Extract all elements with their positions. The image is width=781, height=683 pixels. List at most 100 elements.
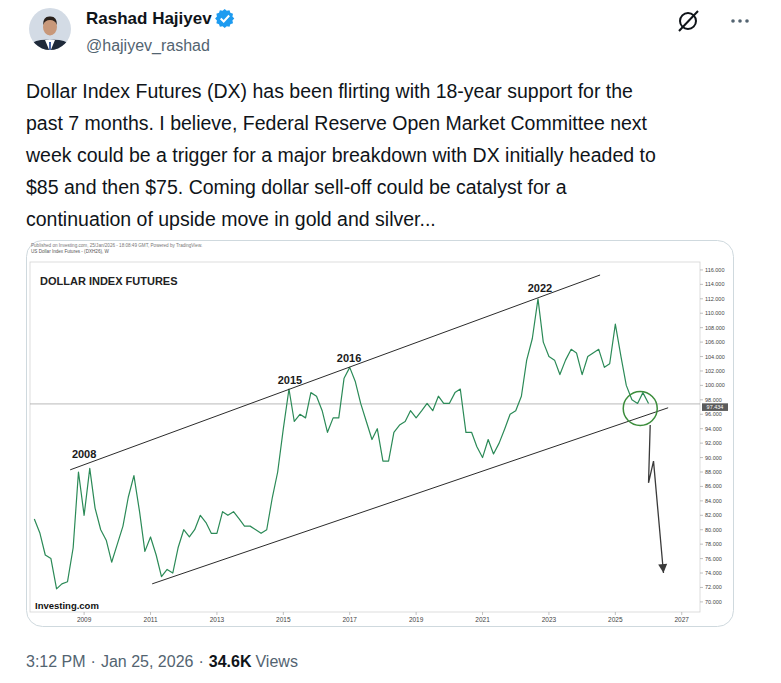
canvas: Rashad Hajiyev @hajiyev_rashad Published o…	[0, 0, 781, 683]
peak-label: 2016	[337, 352, 361, 364]
chart-title: DOLLAR INDEX FUTURES	[40, 275, 178, 287]
more-dot	[738, 19, 742, 23]
avatar-tie	[49, 42, 51, 52]
grok-icon[interactable]	[679, 11, 698, 31]
verified-badge	[215, 9, 234, 28]
y-tick-label: 72.000	[705, 584, 722, 590]
y-tick	[700, 544, 703, 545]
grok-slash	[679, 11, 698, 31]
y-tick-label: 102.000	[705, 368, 725, 374]
x-tick-label: 2019	[409, 616, 424, 623]
y-tick	[700, 298, 703, 299]
y-tick-label: 74.000	[705, 570, 722, 576]
y-tick-label: 116.000	[705, 267, 724, 273]
media-card[interactable]	[27, 241, 734, 627]
y-tick	[700, 356, 703, 357]
highlight-circle	[623, 391, 657, 425]
y-tick	[700, 327, 703, 328]
y-tick-label: 84.000	[705, 498, 722, 504]
y-tick	[700, 385, 703, 386]
separator: ·	[91, 653, 96, 670]
chart-source: Published on Investing.com, 25/Jan/2026 …	[31, 243, 202, 248]
separator: ·	[198, 653, 203, 670]
y-tick-label: 112.000	[705, 296, 724, 302]
y-tick	[700, 587, 703, 588]
avatar-shirt	[45, 40, 55, 52]
tweet: Rashad Hajiyev @hajiyev_rashad Published o…	[0, 0, 781, 683]
y-tick	[700, 269, 703, 270]
avatar-hair	[43, 16, 57, 25]
y-tick-label: 94.000	[705, 426, 722, 432]
y-tick	[700, 399, 703, 400]
x-tick-label: 2013	[210, 616, 225, 623]
price-series	[34, 299, 648, 589]
post-meta: 3:12 PM·Jan 25, 2026·34.6KViews	[26, 653, 298, 670]
peak-label: 2022	[528, 282, 552, 294]
y-tick-label: 110.000	[705, 310, 724, 316]
arrow-head	[658, 564, 667, 573]
y-tick	[700, 500, 703, 501]
y-tick	[700, 414, 703, 415]
y-tick-label: 78.000	[705, 541, 722, 547]
channel-line	[70, 275, 600, 470]
y-tick-label: 86.000	[705, 483, 722, 489]
tweet-text-line: $85 and then $75. Coming dollar sell-off…	[26, 171, 567, 203]
y-tick	[700, 457, 703, 458]
y-tick	[700, 529, 703, 530]
view-count: 34.6K	[209, 653, 252, 670]
y-tick	[700, 472, 703, 473]
tweet-text-line: week could be a trigger for a major brea…	[26, 139, 656, 171]
x-tick-label: 2025	[608, 616, 623, 623]
tweet-text-line: past 7 months. I believe, Federal Reserv…	[26, 107, 647, 139]
x-tick-label: 2023	[542, 616, 557, 623]
author-handle[interactable]: @hajiyev_rashad	[86, 37, 210, 55]
plot-area	[30, 275, 700, 589]
y-tick-label: 76.000	[705, 556, 722, 562]
y-tick-label: 88.000	[705, 469, 722, 475]
x-tick-label: 2021	[475, 616, 490, 623]
post-date: Jan 25, 2026	[101, 653, 194, 670]
forecast-arrow	[649, 425, 668, 573]
y-tick-label: 108.000	[705, 325, 725, 331]
y-tick	[700, 573, 703, 574]
y-tick-label: 82.000	[705, 512, 722, 518]
y-tick-label: 90.000	[705, 455, 722, 461]
avatar[interactable]	[22, 8, 78, 56]
more-dot	[745, 19, 749, 23]
more-dot	[731, 19, 735, 23]
channel-line	[152, 408, 668, 584]
y-tick	[700, 443, 703, 444]
price-tag	[702, 403, 728, 411]
y-tick-label: 106.000	[705, 339, 725, 345]
avatar-suit	[22, 40, 78, 56]
y-tick	[700, 342, 703, 343]
tweet-text-line: continuation of upside move in gold and …	[26, 203, 436, 235]
x-tick-label: 2011	[144, 616, 158, 623]
y-tick	[700, 284, 703, 285]
author-name[interactable]: Rashad Hajiyev	[86, 9, 212, 28]
views-label: Views	[255, 653, 297, 670]
y-tick-label: 92.000	[705, 440, 722, 446]
peak-label: 2015	[278, 374, 302, 386]
y-tick-label: 100.000	[705, 382, 725, 388]
x-tick-label: 2027	[675, 616, 690, 623]
y-tick	[700, 313, 703, 314]
price-line	[30, 403, 700, 404]
y-tick-label: 80.000	[705, 527, 722, 533]
y-tick-label: 104.000	[705, 354, 725, 360]
post-time: 3:12 PM	[26, 653, 86, 670]
y-tick	[700, 515, 703, 516]
y-tick-label: 70.000	[705, 599, 722, 605]
more-menu[interactable]	[731, 19, 749, 23]
chart-subtitle: US Dollar Index Futures - (DXH26), W	[31, 249, 110, 254]
y-tick	[700, 486, 703, 487]
y-tick	[700, 558, 703, 559]
y-tick-label: 98.000	[705, 397, 722, 403]
y-tick	[700, 428, 703, 429]
y-tick-label: 114.000	[705, 281, 724, 287]
logo: Investing.com	[35, 600, 99, 611]
y-tick-label: 96.000	[705, 411, 722, 417]
peak-label: 2008	[72, 448, 96, 460]
y-tick	[700, 601, 703, 602]
badge-check	[221, 16, 230, 22]
